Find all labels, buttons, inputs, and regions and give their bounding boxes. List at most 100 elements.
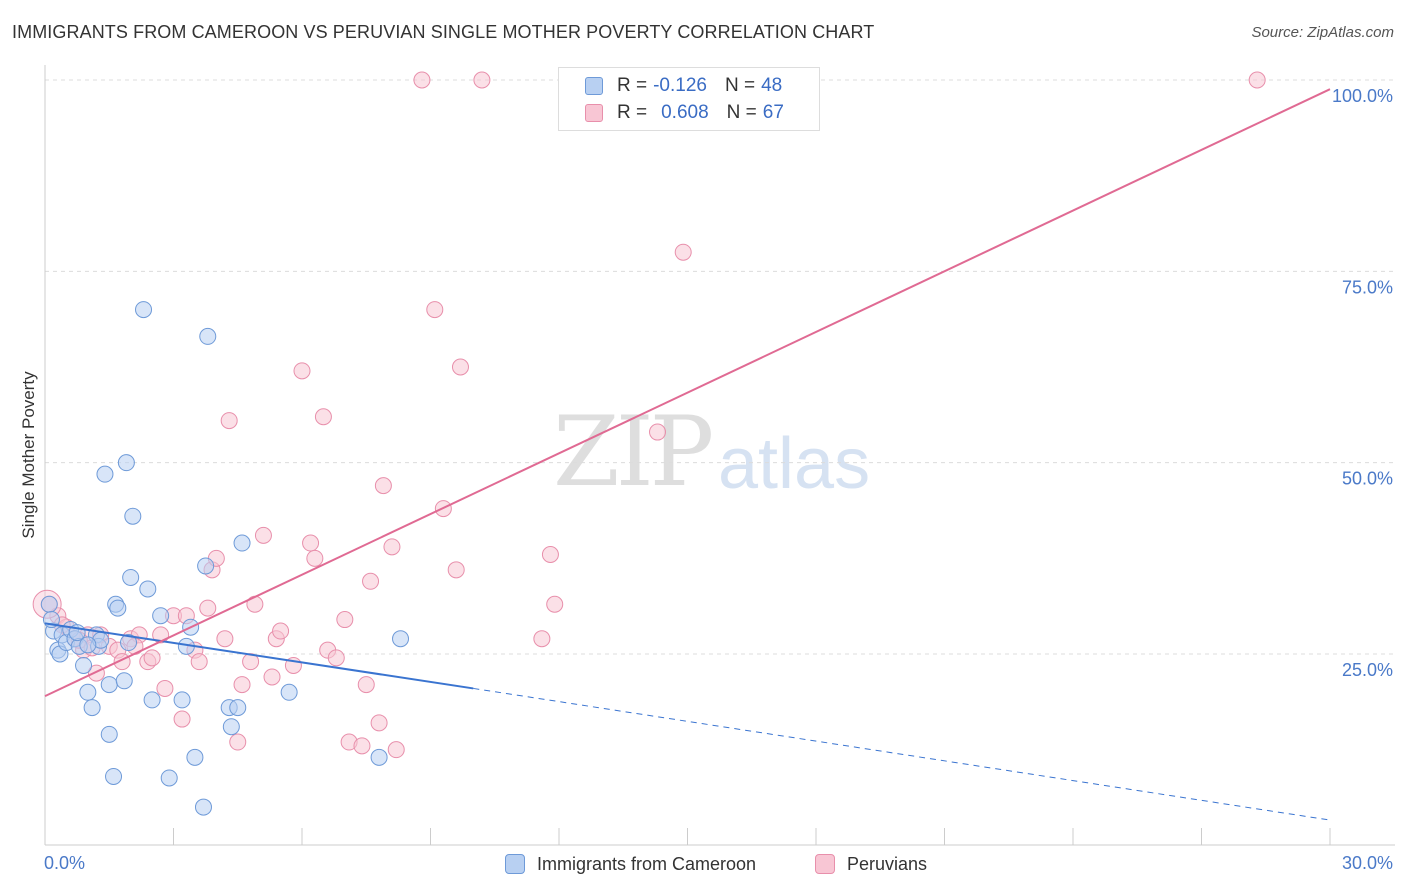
y-tick-label: 25.0% xyxy=(1342,660,1393,680)
x-tick-label: 0.0% xyxy=(44,853,85,873)
peruvians-point xyxy=(370,714,388,732)
cameroon-point xyxy=(40,595,58,613)
peruvians-point xyxy=(533,630,551,648)
peruvians-point xyxy=(199,599,217,617)
cameroon-point xyxy=(160,769,178,787)
watermark-atlas: atlas xyxy=(718,424,871,504)
peruvians-point xyxy=(302,534,320,552)
watermark-zip: ZIP xyxy=(553,396,714,508)
peruvians-point xyxy=(327,649,345,667)
peruvians-point xyxy=(263,668,281,686)
peruvians-trend-line xyxy=(44,88,1331,697)
peruvians-point xyxy=(190,653,208,671)
cameroon-legend-label: Immigrants from Cameroon xyxy=(537,853,757,874)
cameroon-point xyxy=(79,636,97,654)
r-value: 0.608 xyxy=(661,102,709,123)
cameroon-point xyxy=(143,691,161,709)
cameroon-point xyxy=(79,683,97,701)
legend-row-cameroon: R = -0.126 N = 48 xyxy=(585,74,782,98)
y-tick-label: 100.0% xyxy=(1332,86,1393,106)
legend-row-peruvians: R = 0.608 N = 67 xyxy=(585,101,784,125)
peruvians-point xyxy=(272,622,290,640)
cameroon-point xyxy=(173,691,191,709)
cameroon-point xyxy=(229,699,247,717)
cameroon-point xyxy=(83,699,101,717)
cameroon-swatch xyxy=(585,77,603,95)
chart-title: IMMIGRANTS FROM CAMEROON VS PERUVIAN SIN… xyxy=(12,22,875,42)
cameroon-point xyxy=(186,748,204,766)
peruvians-point xyxy=(383,538,401,556)
y-tick-label: 75.0% xyxy=(1342,277,1393,297)
peruvians-points xyxy=(32,71,1266,759)
peruvians-point xyxy=(362,572,380,590)
legend-item-peruvians: Peruvians xyxy=(815,852,927,876)
peruvians-point xyxy=(649,423,667,441)
cameroon-point xyxy=(152,607,170,625)
cameroon-point xyxy=(135,301,153,319)
peruvians-point xyxy=(156,679,174,697)
cameroon-trend-line xyxy=(44,622,474,690)
peruvians-legend-swatch xyxy=(815,854,835,874)
peruvians-point xyxy=(451,358,469,376)
peruvians-point xyxy=(426,301,444,319)
peruvians-point xyxy=(336,611,354,629)
peruvians-point xyxy=(473,71,491,89)
peruvians-point xyxy=(254,526,272,544)
peruvians-point xyxy=(314,408,332,426)
cameroon-point xyxy=(115,672,133,690)
cameroon-trend-extension xyxy=(473,687,1331,821)
grid-lines xyxy=(45,79,1395,655)
cameroon-point xyxy=(370,748,388,766)
cameroon-point xyxy=(139,580,157,598)
cameroon-point xyxy=(222,718,240,736)
peruvians-point xyxy=(357,676,375,694)
cameroon-point xyxy=(100,676,118,694)
cameroon-point xyxy=(100,725,118,743)
axes xyxy=(44,65,1395,846)
trend-lines xyxy=(44,88,1331,821)
peruvians-point xyxy=(546,595,564,613)
y-tick-label: 50.0% xyxy=(1342,469,1393,489)
cameroon-point xyxy=(75,656,93,674)
peruvians-point xyxy=(216,630,234,648)
r-label: R = xyxy=(617,75,648,96)
n-value: 67 xyxy=(762,102,784,123)
peruvians-point xyxy=(220,412,238,430)
r-value: -0.126 xyxy=(653,75,707,96)
legend-item-cameroon: Immigrants from Cameroon xyxy=(505,852,756,876)
cameroon-point xyxy=(194,798,212,816)
peruvians-point xyxy=(306,549,324,567)
cameroon-point xyxy=(120,634,138,652)
chart-source: Source: ZipAtlas.com xyxy=(1251,24,1394,41)
peruvians-point xyxy=(229,733,247,751)
n-label: N = xyxy=(726,102,757,123)
cameroon-point xyxy=(96,465,114,483)
peruvians-point xyxy=(1248,71,1266,89)
cameroon-point xyxy=(122,568,140,586)
peruvians-point xyxy=(674,243,692,261)
peruvians-legend-label: Peruvians xyxy=(847,853,928,874)
peruvians-point xyxy=(353,737,371,755)
peruvians-swatch xyxy=(585,104,603,122)
n-label: N = xyxy=(724,75,756,96)
cameroon-point xyxy=(199,327,217,345)
peruvians-point xyxy=(233,676,251,694)
n-value: 48 xyxy=(761,75,783,96)
cameroon-point xyxy=(197,557,215,575)
cameroon-point xyxy=(124,507,142,525)
cameroon-legend-swatch xyxy=(505,854,525,874)
peruvians-point xyxy=(374,477,392,495)
x-tick-label: 30.0% xyxy=(1342,853,1393,873)
cameroon-point xyxy=(117,454,135,472)
cameroon-point xyxy=(233,534,251,552)
peruvians-point xyxy=(293,362,311,380)
peruvians-point xyxy=(413,71,431,89)
y-axis-label: Single Mother Poverty xyxy=(19,371,38,539)
axis-labels: 25.0% 50.0% 75.0% 100.0% 0.0% 30.0% Single Mot… xyxy=(19,86,1393,873)
cameroon-points xyxy=(40,301,410,816)
cameroon-point xyxy=(105,767,123,785)
peruvians-point xyxy=(447,561,465,579)
peruvians-point xyxy=(143,649,161,667)
peruvians-point xyxy=(387,741,405,759)
